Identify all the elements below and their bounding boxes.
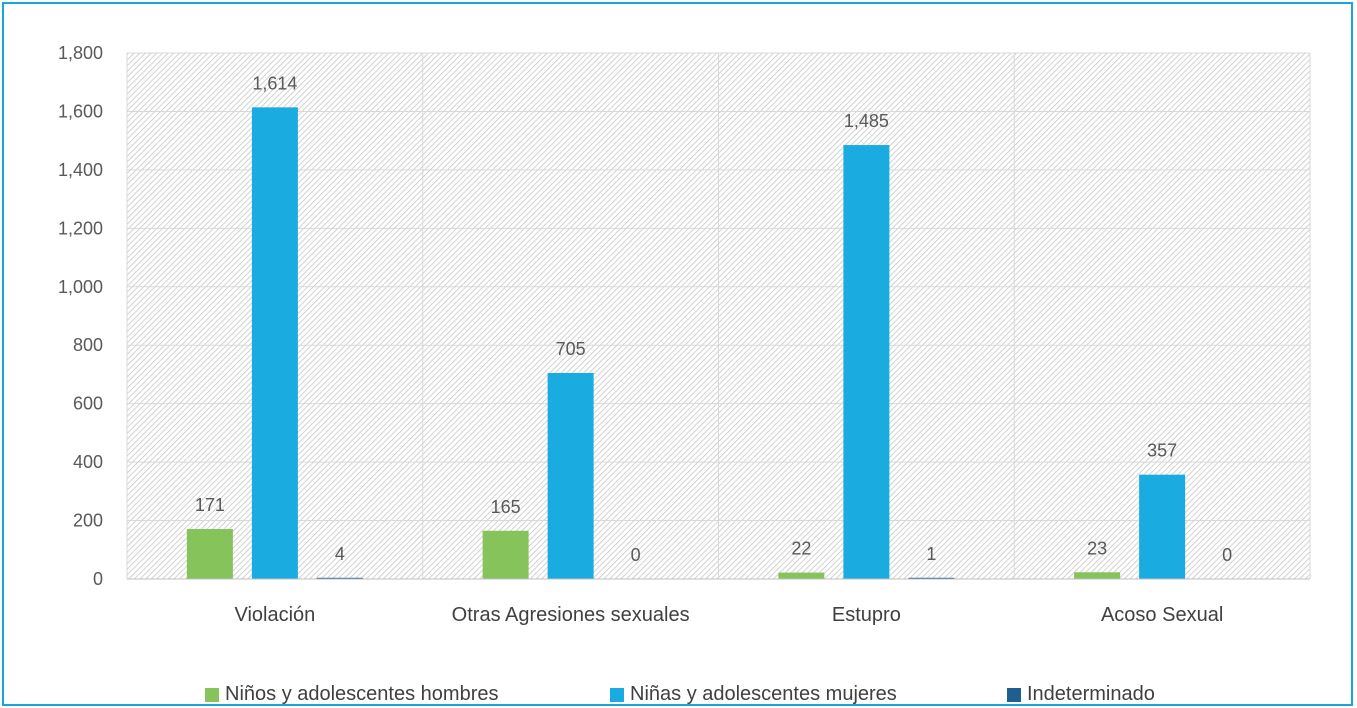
- legend-swatch-girls: [610, 687, 624, 702]
- y-tick-label: 400: [73, 452, 103, 472]
- data-label: 1: [926, 544, 936, 564]
- y-tick-label: 1,800: [58, 43, 103, 63]
- x-category-label: Estupro: [832, 604, 901, 626]
- y-tick-label: 200: [73, 511, 103, 531]
- bar: [547, 372, 594, 579]
- data-label: 705: [556, 339, 586, 359]
- y-tick-label: 1,600: [58, 101, 103, 121]
- legend-item-boys: Niños y adolescentes hombres: [205, 683, 498, 706]
- bar: [778, 572, 825, 579]
- data-label: 171: [195, 495, 225, 515]
- bar: [1139, 474, 1186, 579]
- legend-item-girls: Niñas y adolescentes mujeres: [610, 683, 897, 706]
- bar: [316, 577, 363, 579]
- data-label: 0: [631, 545, 641, 565]
- bar: [186, 529, 233, 579]
- data-label: 4: [335, 544, 345, 564]
- legend-item-undetermined: Indeterminado: [1007, 683, 1155, 706]
- y-tick-label: 1,400: [58, 160, 103, 180]
- y-tick-label: 1,000: [58, 277, 103, 297]
- x-category-label: Acoso Sexual: [1101, 604, 1223, 626]
- bar: [1074, 572, 1121, 579]
- data-label: 23: [1087, 538, 1107, 558]
- y-tick-label: 0: [93, 569, 103, 589]
- bar: [908, 577, 955, 579]
- y-tick-label: 600: [73, 394, 103, 414]
- legend-swatch-boys: [205, 687, 219, 702]
- y-tick-label: 1,200: [58, 218, 103, 238]
- bar: [482, 530, 529, 579]
- legend-swatch-undetermined: [1007, 687, 1021, 702]
- legend-label-undetermined: Indeterminado: [1027, 683, 1155, 705]
- y-tick-label: 800: [73, 335, 103, 355]
- legend-label-boys: Niños y adolescentes hombres: [225, 683, 499, 705]
- data-label: 1,485: [844, 111, 889, 131]
- data-label: 357: [1147, 441, 1177, 461]
- data-label: 0: [1222, 545, 1232, 565]
- bar: [251, 107, 298, 579]
- data-label: 1,614: [252, 73, 297, 93]
- data-label: 165: [491, 497, 521, 517]
- data-label: 22: [791, 539, 811, 559]
- bar: [843, 145, 890, 580]
- plot-area: 02004006008001,0001,2001,4001,6001,80017…: [58, 43, 1311, 626]
- legend-label-girls: Niñas y adolescentes mujeres: [630, 683, 897, 705]
- x-category-label: Otras Agresiones sexuales: [452, 604, 690, 626]
- x-category-label: Violación: [234, 604, 315, 626]
